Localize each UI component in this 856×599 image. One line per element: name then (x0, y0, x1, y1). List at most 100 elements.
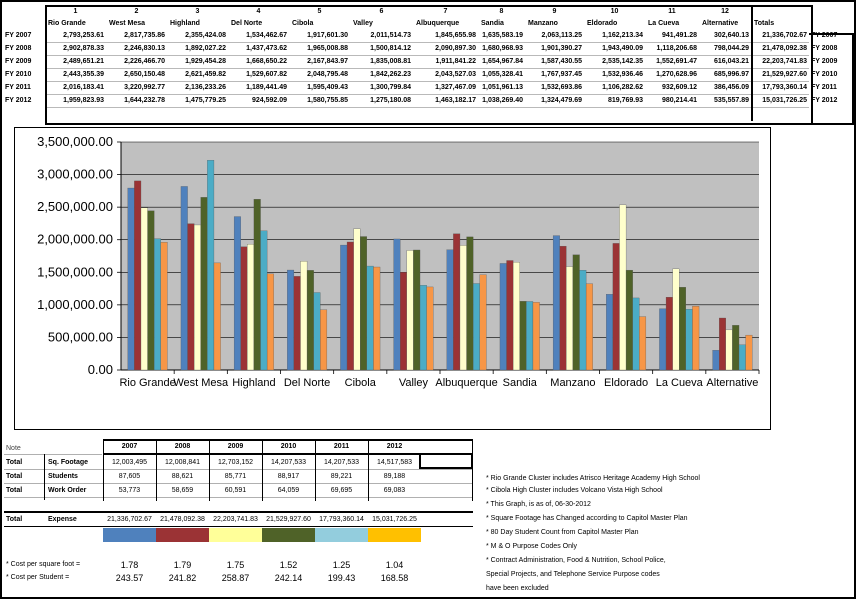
table-cell: 1,534,462.67 (228, 30, 289, 43)
bar (585, 283, 593, 371)
column-divider (44, 454, 45, 500)
bar (506, 260, 514, 371)
col-index: 1 (73, 8, 78, 15)
table-cell: 1,680,968.93 (478, 42, 525, 56)
header-row: Rio Grande West Mesa Highland Del Norte … (4, 18, 852, 30)
table-border (4, 511, 473, 513)
bar (426, 286, 434, 371)
divider (4, 454, 102, 455)
table-cell: 2,817,735.86 (106, 30, 167, 43)
cost-per-student-value: 241.82 (168, 573, 197, 583)
row-label: FY 2008 (811, 45, 838, 52)
bar (499, 263, 507, 371)
column-header: Cibola (292, 20, 314, 27)
table-cell: 2,016,183.41 (45, 81, 106, 95)
bar (346, 241, 354, 371)
bar (193, 224, 201, 371)
series-color-swatch (315, 528, 368, 542)
row-total: 22,203,741.83 (751, 55, 809, 69)
bar (619, 204, 627, 371)
cost-per-student-value: 258.87 (221, 573, 250, 583)
column-header: Highland (170, 20, 200, 27)
table-cell: 2,902,878.33 (45, 42, 106, 56)
col-index: 3 (195, 8, 200, 15)
bar (419, 285, 427, 371)
table-border (103, 439, 473, 441)
year-header: 2010 (280, 443, 297, 450)
series-color-swatch (262, 528, 315, 542)
table-cell: 2,246,830.13 (106, 42, 167, 56)
row-total: 21,529,927.60 (751, 68, 809, 82)
row-label: FY 2009 (811, 58, 838, 65)
footnote: * M & O Purpose Codes Only (486, 543, 578, 550)
table-cell: 980,214.41 (645, 94, 699, 108)
column-divider (103, 439, 104, 501)
col-index: 6 (379, 8, 384, 15)
bar (606, 294, 614, 371)
bar (665, 297, 673, 371)
table-cell: 1,835,008.81 (350, 55, 413, 69)
row-total: 21,478,092.38 (751, 42, 809, 56)
table-cell: 1,270,628.96 (645, 68, 699, 82)
column-header: Albuquerque (416, 20, 460, 27)
metric-value: 88,621 (171, 473, 194, 480)
row-label: FY 2007 (5, 32, 32, 40)
bar (134, 180, 142, 371)
bar (366, 265, 374, 371)
bar (300, 261, 308, 371)
x-tick-label: Eldorado (604, 377, 648, 389)
table-cell: 1,668,650.22 (228, 55, 289, 69)
x-tick-label: Manzano (550, 377, 595, 389)
table-cell: 2,011,514.73 (350, 30, 413, 43)
table-cell: 1,901,390.27 (525, 42, 584, 56)
bar (679, 287, 686, 371)
table-cell: 1,327,467.09 (413, 81, 478, 95)
fiscal-year-row: FY 2010 2,443,355.39 2,650,150.48 2,621,459… (4, 68, 852, 82)
table-cell: 3,220,992.77 (106, 81, 167, 95)
x-tick-label: La Cueva (656, 377, 704, 389)
bar (572, 254, 580, 371)
bar (160, 242, 168, 371)
cost-per-student-value: 243.57 (115, 573, 144, 583)
x-tick-label: Highland (232, 377, 275, 389)
table-cell: 1,106,282.62 (584, 81, 645, 95)
table-cell: 1,529,607.82 (228, 68, 289, 82)
table-cell: 386,456.09 (699, 81, 751, 95)
y-tick-label: 3,500,000.00 (37, 134, 113, 149)
metric-value: 60,591 (224, 487, 247, 494)
table-cell: 2,226,466.70 (106, 55, 167, 69)
bar (127, 187, 135, 371)
bar (552, 235, 560, 371)
total-label: Total (6, 459, 23, 466)
bar (313, 292, 321, 371)
x-tick-label: Rio Grande (119, 377, 175, 389)
fiscal-year-row: FY 2009 2,489,651.21 2,226,466.70 1,929,454… (4, 55, 852, 69)
bar (473, 283, 480, 371)
bar (320, 309, 328, 371)
table-cell: 1,587,430.55 (525, 55, 584, 69)
plot-area (121, 142, 759, 370)
column-divider (156, 439, 157, 501)
table-cell: 1,917,601.30 (289, 30, 350, 43)
bar (725, 329, 733, 371)
table-cell: 1,892,027.22 (167, 42, 228, 56)
row-label: FY 2010 (5, 71, 32, 78)
metric-value: 12,008,841 (164, 459, 201, 466)
table-cell: 941,491.28 (645, 30, 699, 43)
table-cell: 1,118,206.68 (645, 42, 699, 56)
bar (526, 301, 534, 371)
table-cell: 2,621,459.82 (167, 68, 228, 82)
expense-value: 22,203,741.83 (213, 516, 258, 523)
col-index: 12 (721, 8, 729, 15)
table-cell: 1,038,269.40 (478, 94, 525, 108)
chart-svg: 0.00 500,000.00 1,000,000.00 1,500,000.00 2,… (37, 134, 760, 389)
table-cell: 1,051,961.13 (478, 81, 525, 95)
bar (287, 269, 295, 371)
table-cell: 819,769.93 (584, 94, 645, 108)
table-cell: 1,189,441.49 (228, 81, 289, 95)
col-index: 9 (552, 8, 557, 15)
y-tick-label: 2,000,000.00 (37, 232, 113, 247)
bar (154, 238, 161, 371)
bar (625, 269, 633, 371)
fiscal-year-row: FY 2011 2,016,183.41 3,220,992.77 2,136,233… (4, 81, 852, 95)
